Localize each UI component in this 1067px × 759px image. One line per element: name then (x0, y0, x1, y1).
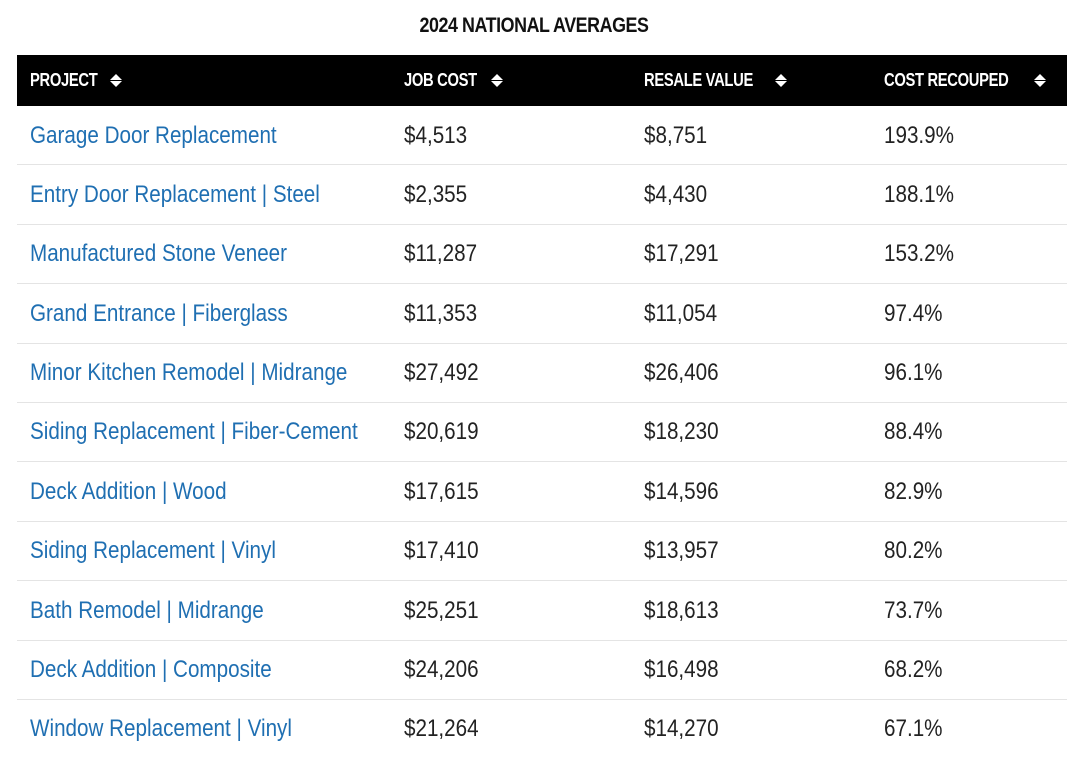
project-link[interactable]: Grand Entrance | Fiberglass (30, 299, 288, 327)
job-cost-cell: $17,410 (404, 537, 479, 565)
sort-icon[interactable] (110, 74, 123, 87)
resale-value-cell: $16,498 (644, 656, 719, 684)
project-link[interactable]: Manufactured Stone Veneer (30, 240, 288, 268)
table-row: Bath Remodel | Midrange $25,251 $18,613 … (17, 581, 1067, 641)
cost-recouped-cell: 153.2% (884, 240, 955, 268)
resale-value-cell: $8,751 (644, 121, 708, 149)
job-cost-cell: $11,287 (404, 240, 478, 268)
table-header: PROJECT JOB COST RESALE VALUE COST RECOU… (17, 55, 1067, 106)
project-link[interactable]: Bath Remodel | Midrange (30, 596, 264, 624)
cost-recouped-cell: 188.1% (884, 180, 955, 208)
project-link[interactable]: Minor Kitchen Remodel | Midrange (30, 359, 348, 387)
table-row: Deck Addition | Wood $17,615 $14,596 82.… (17, 462, 1067, 522)
project-link[interactable]: Garage Door Replacement (30, 121, 277, 149)
national-averages-table: PROJECT JOB COST RESALE VALUE COST RECOU… (17, 55, 1067, 759)
sort-icon[interactable] (774, 74, 787, 87)
cost-recouped-cell: 97.4% (884, 299, 943, 327)
table-title: 2024 NATIONAL AVERAGES (419, 14, 649, 37)
project-link[interactable]: Siding Replacement | Fiber-Cement (30, 418, 358, 446)
resale-value-cell: $11,054 (644, 299, 718, 327)
cost-recouped-cell: 193.9% (884, 121, 955, 149)
column-header-job-cost[interactable]: JOB COST (404, 55, 503, 106)
resale-value-cell: $18,230 (644, 418, 719, 446)
job-cost-cell: $17,615 (404, 477, 479, 505)
resale-value-cell: $4,430 (644, 180, 708, 208)
resale-value-cell: $14,596 (644, 477, 719, 505)
project-link[interactable]: Deck Addition | Composite (30, 656, 272, 684)
cost-recouped-cell: 82.9% (884, 477, 943, 505)
resale-value-cell: $26,406 (644, 359, 719, 387)
column-header-resale-value[interactable]: RESALE VALUE (644, 55, 787, 106)
job-cost-cell: $4,513 (404, 121, 468, 149)
project-link[interactable]: Window Replacement | Vinyl (30, 715, 292, 743)
column-header-label: PROJECT (30, 70, 98, 90)
column-header-cost-recouped[interactable]: COST RECOUPED (884, 55, 1046, 106)
sort-icon[interactable] (490, 74, 503, 87)
job-cost-cell: $20,619 (404, 418, 479, 446)
project-link[interactable]: Entry Door Replacement | Steel (30, 180, 320, 208)
table-row: Entry Door Replacement | Steel $2,355 $4… (17, 165, 1067, 225)
job-cost-cell: $2,355 (404, 180, 468, 208)
column-header-label: RESALE VALUE (644, 70, 753, 90)
cost-recouped-cell: 73.7% (884, 596, 943, 624)
job-cost-cell: $27,492 (404, 359, 479, 387)
resale-value-cell: $14,270 (644, 715, 719, 743)
resale-value-cell: $17,291 (644, 240, 719, 268)
job-cost-cell: $11,353 (404, 299, 478, 327)
table-row: Window Replacement | Vinyl $21,264 $14,2… (17, 700, 1067, 759)
project-link[interactable]: Siding Replacement | Vinyl (30, 537, 276, 565)
cost-recouped-cell: 88.4% (884, 418, 943, 446)
resale-value-cell: $13,957 (644, 537, 719, 565)
cost-recouped-cell: 67.1% (884, 715, 943, 743)
table-row: Deck Addition | Composite $24,206 $16,49… (17, 641, 1067, 700)
table-row: Minor Kitchen Remodel | Midrange $27,492… (17, 344, 1067, 403)
table-row: Siding Replacement | Vinyl $17,410 $13,9… (17, 522, 1067, 582)
job-cost-cell: $21,264 (404, 715, 479, 743)
cost-recouped-cell: 68.2% (884, 656, 943, 684)
cost-recouped-cell: 96.1% (884, 359, 943, 387)
job-cost-cell: $25,251 (404, 596, 479, 624)
column-header-label: COST RECOUPED (884, 70, 1009, 90)
cost-recouped-cell: 80.2% (884, 537, 943, 565)
column-header-label: JOB COST (404, 70, 477, 90)
table-row: Grand Entrance | Fiberglass $11,353 $11,… (17, 284, 1067, 344)
table-row: Garage Door Replacement $4,513 $8,751 19… (17, 106, 1067, 166)
table-row: Manufactured Stone Veneer $11,287 $17,29… (17, 225, 1067, 285)
sort-icon[interactable] (1033, 74, 1046, 87)
table-row: Siding Replacement | Fiber-Cement $20,61… (17, 403, 1067, 463)
column-header-project[interactable]: PROJECT (30, 55, 123, 106)
project-link[interactable]: Deck Addition | Wood (30, 477, 227, 505)
resale-value-cell: $18,613 (644, 596, 719, 624)
job-cost-cell: $24,206 (404, 656, 479, 684)
